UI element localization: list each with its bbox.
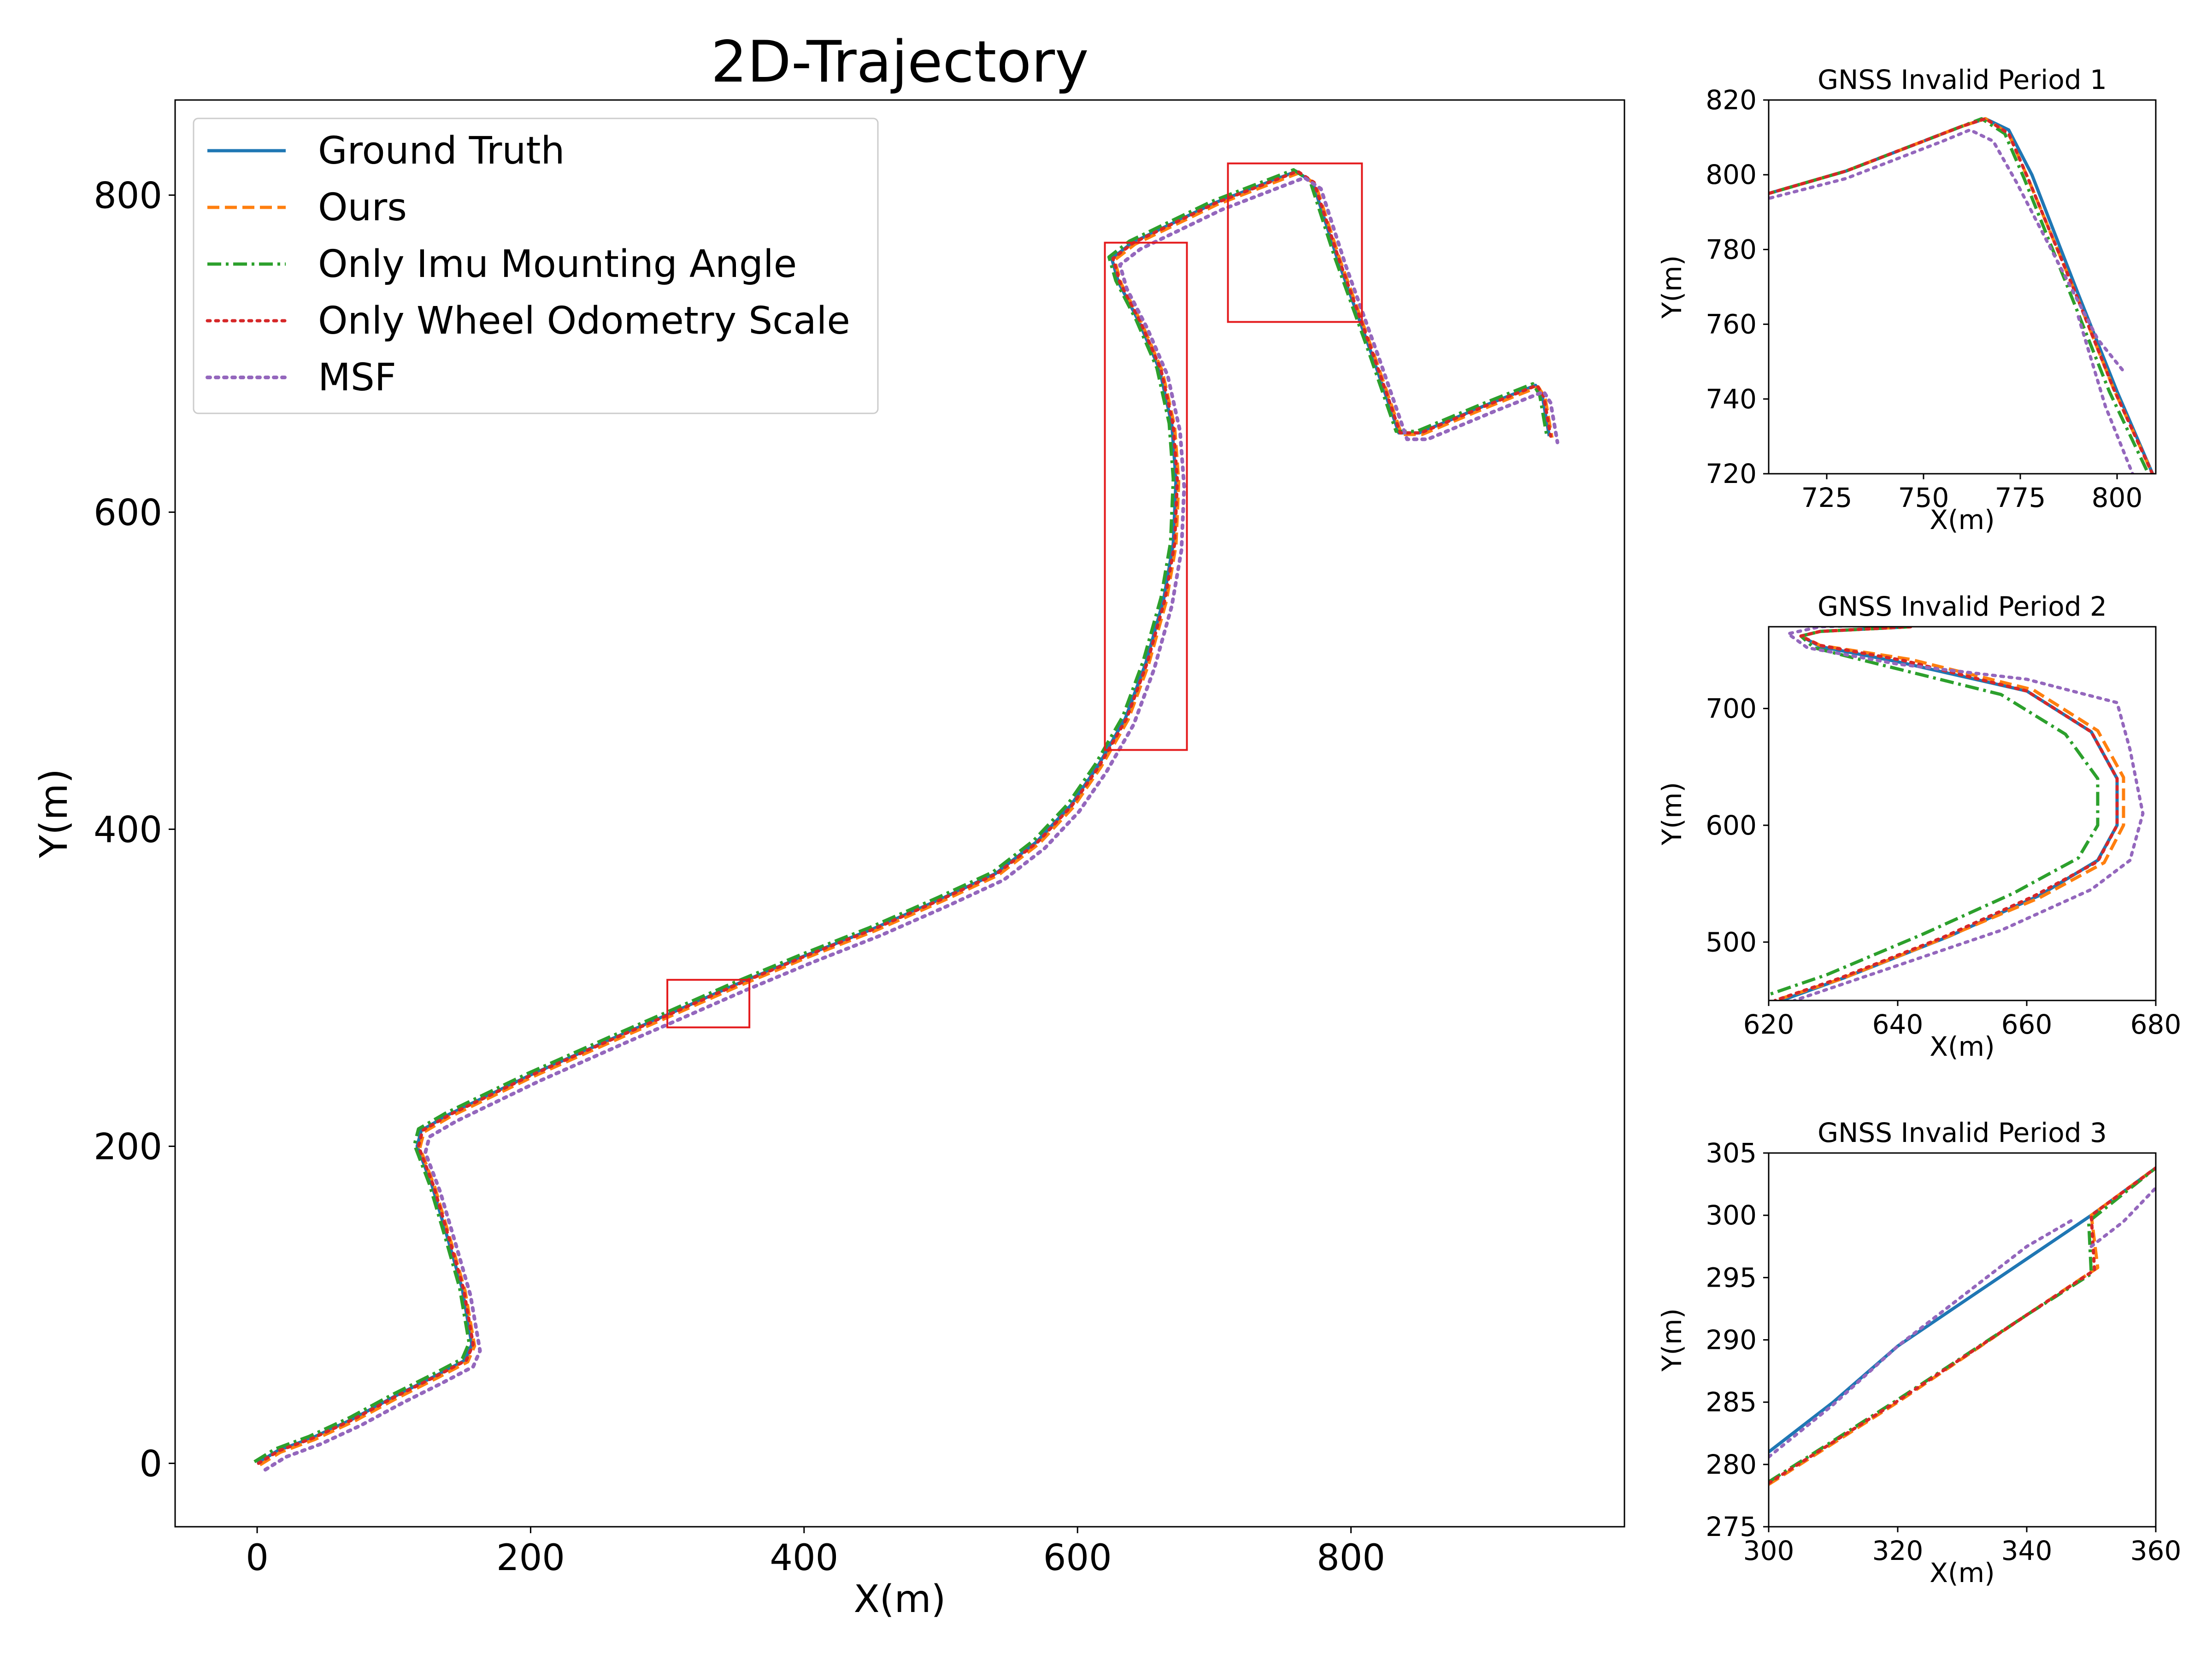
series-line-msf2 xyxy=(2077,315,2135,474)
series-line-msf xyxy=(1769,1218,2074,1459)
legend-label-ours: Ours xyxy=(318,186,407,229)
x-tick-label: 0 xyxy=(246,1537,269,1579)
y-tick-label: 305 xyxy=(1706,1137,1757,1169)
x-tick-label: 660 xyxy=(2001,1009,2053,1040)
x-tick-label: 200 xyxy=(496,1537,565,1579)
inset-chart-1: 725 750 775 800 720 740 760 780 800 820 GNSS Inval… xyxy=(1656,64,2157,535)
y-tick-label: 295 xyxy=(1706,1262,1757,1293)
x-tick-label: 360 xyxy=(2130,1535,2182,1566)
x-axis-label: X(m) xyxy=(1930,504,1995,535)
series-line-imu xyxy=(1769,117,2150,474)
y-tick-label: 740 xyxy=(1706,383,1757,415)
y-axis-label: Y(m) xyxy=(1656,782,1688,846)
x-tick-label: 725 xyxy=(1801,482,1853,513)
chart-title: GNSS Invalid Period 1 xyxy=(1818,64,2107,95)
chart-title: GNSS Invalid Period 3 xyxy=(1818,1117,2107,1148)
series-line-wheel xyxy=(257,170,1553,1465)
series-layer xyxy=(1769,117,2154,474)
x-tick-label: 800 xyxy=(2092,482,2143,513)
legend-label-imu: Only Imu Mounting Angle xyxy=(318,242,797,286)
x-tick-label: 800 xyxy=(1317,1537,1385,1579)
series-line-wheel xyxy=(1769,117,2154,474)
y-tick-label: 720 xyxy=(1706,458,1757,489)
y-tick-label: 820 xyxy=(1706,84,1757,116)
x-tick-label: 750 xyxy=(1898,482,1949,513)
y-tick-label: 760 xyxy=(1706,309,1757,340)
series-line-msf xyxy=(1769,128,2127,375)
x-tick-label: 300 xyxy=(1743,1535,1794,1566)
y-tick-label: 285 xyxy=(1706,1387,1757,1418)
y-tick-label: 600 xyxy=(94,492,162,534)
x-axis-label: X(m) xyxy=(1930,1557,1995,1588)
y-axis-label: Y(m) xyxy=(1656,1308,1688,1372)
y-tick-label: 800 xyxy=(94,175,162,217)
chart-title: GNSS Invalid Period 2 xyxy=(1818,591,2107,622)
inset-chart-3: 300 320 340 360 275 280 285 290 295 300 305 GNSS In… xyxy=(1656,1117,2181,1588)
x-tick-label: 680 xyxy=(2130,1009,2182,1040)
y-tick-label: 400 xyxy=(94,809,162,851)
legend-label-wheel: Only Wheel Odometry Scale xyxy=(318,299,850,343)
series-line-wheel xyxy=(1769,1166,2156,1485)
chart-title: 2D-Trajectory xyxy=(711,29,1089,95)
series-line-msf2 xyxy=(2089,1186,2156,1248)
x-tick-label: 600 xyxy=(1043,1537,1112,1579)
series-line-imu xyxy=(253,168,1548,1463)
x-tick-label: 640 xyxy=(1872,1009,1924,1040)
y-tick-label: 200 xyxy=(94,1126,162,1168)
zoom-box-3 xyxy=(666,979,751,1029)
x-tick-label: 620 xyxy=(1743,1009,1794,1040)
x-axis-label: X(m) xyxy=(853,1577,946,1621)
plot-frame xyxy=(174,99,1625,1528)
series-line-msf xyxy=(263,176,1559,1472)
y-tick-label: 700 xyxy=(1706,693,1757,724)
zoom-box-2 xyxy=(1104,241,1188,751)
y-tick-label: 800 xyxy=(1706,159,1757,190)
series-line-imu xyxy=(1769,1166,2156,1483)
y-tick-label: 780 xyxy=(1706,234,1757,265)
legend-frame xyxy=(193,118,879,414)
y-tick-label: 300 xyxy=(1706,1200,1757,1231)
series-line-wheel xyxy=(1773,627,2119,1000)
x-axis-label: X(m) xyxy=(1930,1031,1995,1062)
plot-frame xyxy=(1768,99,2157,475)
series-line-msf xyxy=(1786,627,2145,1000)
y-tick-label: 280 xyxy=(1706,1449,1757,1480)
y-tick-label: 600 xyxy=(1706,810,1757,841)
series-line-imu xyxy=(1769,627,2100,996)
y-tick-label: 500 xyxy=(1706,926,1757,958)
legend: Ground Truth Ours Only Imu Mounting Angle O… xyxy=(193,118,879,414)
x-tick-label: 775 xyxy=(1995,482,2046,513)
series-layer xyxy=(253,168,1559,1472)
legend-label-gt: Ground Truth xyxy=(318,129,565,173)
inset-chart-2: 620 640 660 680 500 600 700 GNSS Invalid Period… xyxy=(1656,591,2181,1062)
series-layer xyxy=(1769,1166,2156,1486)
x-tick-label: 400 xyxy=(770,1537,838,1579)
y-tick-label: 0 xyxy=(139,1443,162,1485)
x-tick-label: 340 xyxy=(2001,1535,2053,1566)
y-tick-label: 275 xyxy=(1706,1511,1757,1542)
series-layer xyxy=(1769,627,2145,1000)
y-axis-label: Y(m) xyxy=(32,769,76,859)
zoom-box-1 xyxy=(1227,162,1363,323)
x-tick-label: 320 xyxy=(1872,1535,1924,1566)
legend-label-msf: MSF xyxy=(318,356,396,400)
y-tick-label: 290 xyxy=(1706,1324,1757,1356)
y-axis-label: Y(m) xyxy=(1656,255,1688,319)
plot-frame xyxy=(1768,626,2157,1001)
main-chart: 0 200 400 600 800 0 200 400 600 800 2D-Trajectory X… xyxy=(32,29,1625,1621)
